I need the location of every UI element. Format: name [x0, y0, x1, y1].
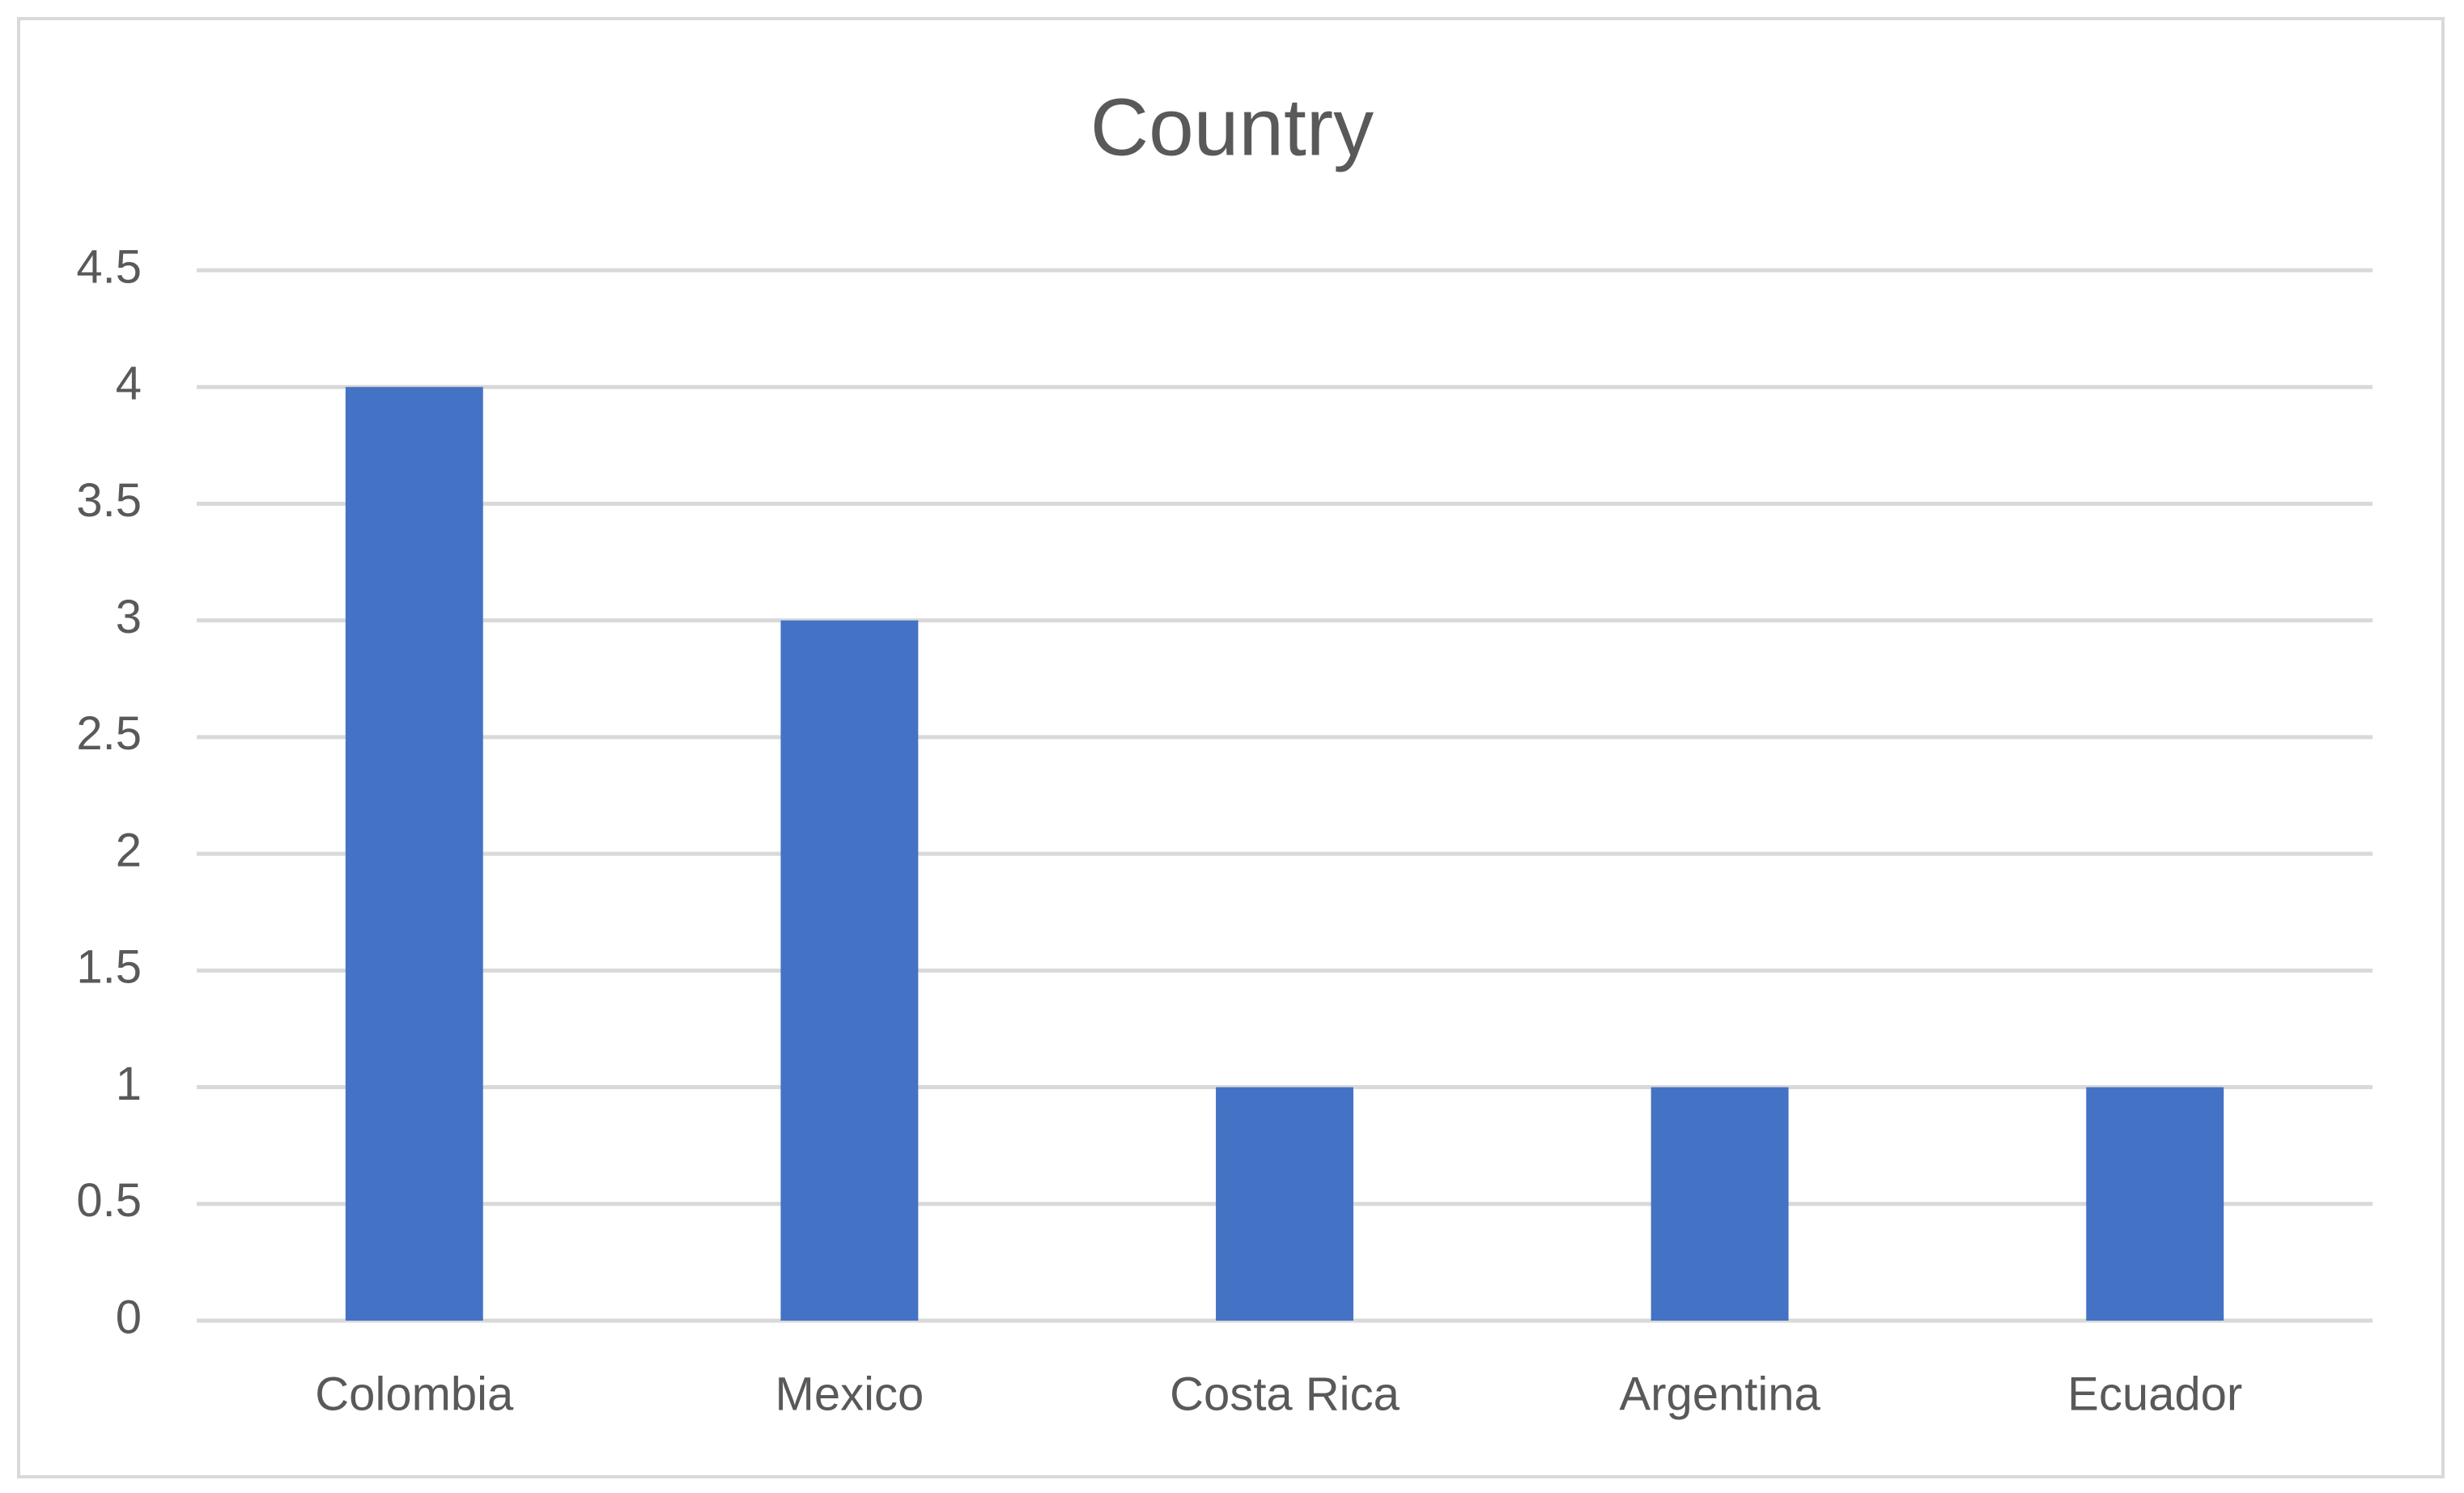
y-tick-label: 1.5 — [76, 941, 142, 994]
bar — [1650, 1087, 1789, 1321]
y-tick-label: 4.5 — [76, 240, 142, 293]
y-tick-label: 2.5 — [76, 707, 142, 760]
bar — [345, 387, 483, 1321]
x-tick-label: Ecuador — [2067, 1368, 2242, 1420]
x-tick-label: Costa Rica — [1170, 1368, 1400, 1420]
x-tick-label: Colombia — [315, 1368, 514, 1420]
y-tick-label: 1 — [116, 1058, 142, 1110]
y-tick-label: 4 — [116, 358, 142, 410]
x-tick-label: Argentina — [1619, 1368, 1820, 1420]
bar — [2086, 1087, 2224, 1321]
y-tick-label: 0 — [116, 1291, 142, 1343]
bar — [780, 620, 919, 1321]
chart-title: Country — [1090, 82, 1374, 172]
y-tick-label: 3.5 — [76, 474, 142, 527]
y-tick-label: 2 — [116, 824, 142, 876]
bar — [1216, 1087, 1353, 1321]
x-tick-label: Mexico — [775, 1368, 924, 1420]
y-tick-label: 0.5 — [76, 1174, 142, 1227]
y-tick-label: 3 — [116, 591, 142, 643]
